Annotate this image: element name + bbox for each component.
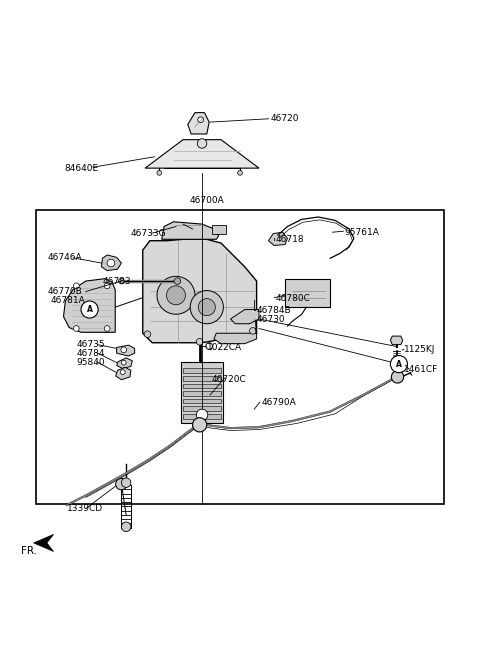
Bar [183, 369, 221, 373]
Bar [212, 225, 226, 234]
Polygon shape [214, 333, 257, 344]
Circle shape [391, 371, 404, 383]
Circle shape [120, 370, 125, 374]
Text: 46784B: 46784B [257, 306, 291, 315]
Circle shape [107, 260, 115, 267]
Text: 95761A: 95761A [344, 228, 379, 237]
Circle shape [116, 478, 127, 490]
Text: 46720C: 46720C [212, 374, 246, 384]
Bar [183, 391, 221, 396]
Bar [180, 362, 223, 423]
Bar [285, 279, 330, 307]
Polygon shape [117, 358, 132, 369]
Text: 46781A: 46781A [50, 296, 85, 306]
Circle shape [121, 360, 126, 365]
Text: 1461CF: 1461CF [404, 365, 438, 374]
Text: 46770B: 46770B [48, 288, 83, 296]
Circle shape [197, 139, 207, 148]
Circle shape [238, 171, 242, 175]
Text: 46735: 46735 [76, 340, 105, 349]
Text: A: A [396, 359, 402, 369]
Text: FR.: FR. [21, 547, 37, 556]
Circle shape [121, 478, 131, 487]
Text: 46790A: 46790A [261, 399, 296, 407]
Circle shape [73, 326, 79, 331]
Polygon shape [143, 239, 257, 343]
Polygon shape [117, 345, 135, 356]
Text: 84640E: 84640E [64, 164, 98, 173]
Circle shape [157, 171, 162, 175]
Circle shape [250, 328, 256, 334]
Circle shape [196, 338, 203, 345]
Polygon shape [63, 279, 115, 332]
Circle shape [104, 283, 110, 288]
Polygon shape [101, 255, 121, 271]
Text: 46784: 46784 [76, 349, 105, 358]
Bar [183, 406, 221, 411]
Circle shape [121, 347, 127, 353]
Circle shape [157, 277, 195, 314]
Text: 46746A: 46746A [48, 254, 83, 262]
Polygon shape [268, 232, 288, 246]
Text: 1125KJ: 1125KJ [404, 346, 435, 354]
Circle shape [198, 117, 204, 123]
Circle shape [192, 418, 207, 432]
Bar [36, 210, 444, 504]
Text: 1339CD: 1339CD [67, 505, 103, 513]
Text: 46718: 46718 [276, 235, 304, 244]
Circle shape [174, 278, 180, 284]
Polygon shape [230, 309, 259, 324]
Text: 46700A: 46700A [190, 196, 224, 206]
Circle shape [104, 326, 110, 331]
Polygon shape [34, 534, 54, 551]
Text: 46780C: 46780C [276, 294, 311, 303]
Bar [183, 414, 221, 419]
Polygon shape [145, 140, 259, 168]
Bar [183, 384, 221, 388]
Circle shape [119, 278, 124, 284]
Circle shape [190, 290, 223, 324]
Text: 1022CA: 1022CA [207, 342, 242, 351]
Circle shape [81, 301, 98, 318]
Polygon shape [390, 336, 403, 345]
Polygon shape [116, 367, 131, 380]
Text: 46730: 46730 [257, 315, 285, 325]
Text: 95840: 95840 [76, 358, 105, 367]
Polygon shape [188, 112, 209, 134]
Text: 46733G: 46733G [131, 229, 167, 238]
Circle shape [121, 522, 131, 532]
Circle shape [73, 283, 79, 288]
Circle shape [144, 331, 151, 338]
Bar [183, 399, 221, 403]
Text: 46720: 46720 [271, 114, 300, 124]
Polygon shape [162, 222, 219, 239]
Circle shape [196, 409, 208, 420]
Circle shape [390, 355, 408, 373]
Circle shape [206, 343, 213, 350]
Text: A: A [87, 305, 93, 314]
Text: 46783: 46783 [102, 277, 131, 286]
Circle shape [198, 299, 216, 316]
Circle shape [167, 286, 185, 305]
Bar [183, 376, 221, 380]
